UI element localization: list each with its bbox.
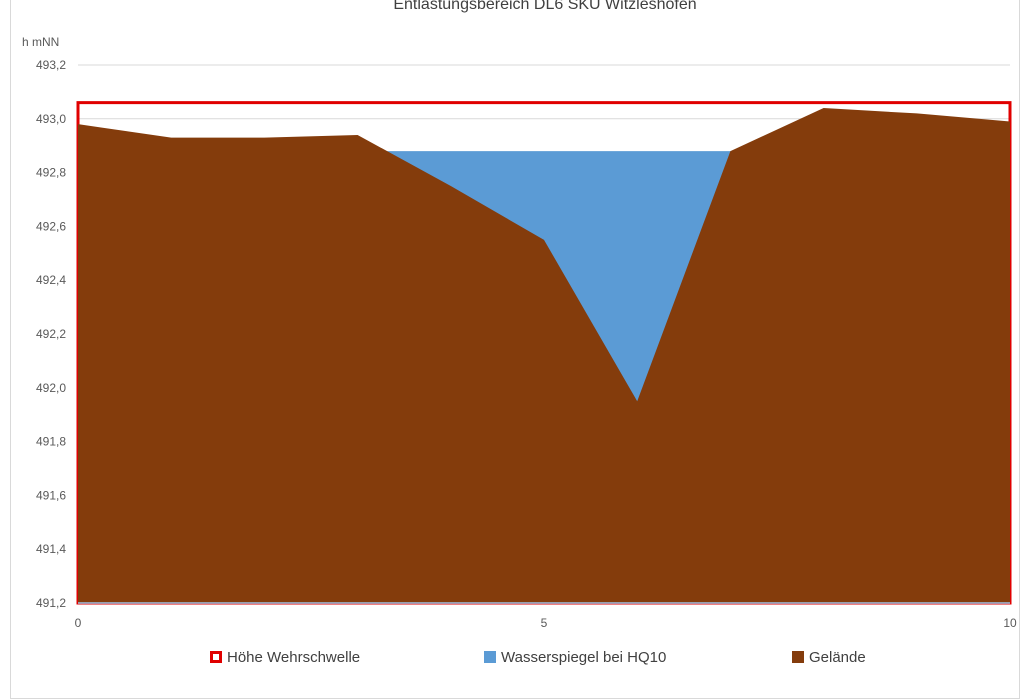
legend-swatch (210, 651, 222, 663)
legend-label: Wasserspiegel bei HQ10 (501, 649, 666, 666)
x-tick-label: 5 (541, 616, 548, 630)
legend-swatch (484, 651, 496, 663)
y-axis-ticks: 491,2 491,4 491,6 491,8 492,0 492,2 492,4 492,6… (36, 58, 66, 610)
y-tick-label: 493,0 (36, 112, 66, 126)
legend-item: Höhe Wehrschwelle (210, 649, 360, 666)
y-tick-label: 492,4 (36, 273, 66, 287)
y-tick-label: 491,6 (36, 488, 66, 502)
x-tick-label: 0 (75, 616, 82, 630)
legend: Höhe Wehrschwelle Wasserspiegel bei HQ10 G… (210, 649, 866, 666)
y-tick-label: 492,2 (36, 327, 66, 341)
y-tick-label: 492,6 (36, 219, 66, 233)
legend-label: Höhe Wehrschwelle (227, 649, 360, 666)
y-tick-label: 492,8 (36, 166, 66, 180)
y-axis-label: h mNN (22, 35, 59, 49)
chart-title: Entlastungsbereich DL6 SKU Witzleshofen (393, 0, 696, 13)
y-tick-label: 491,4 (36, 542, 66, 556)
series-gelaende (78, 108, 1010, 603)
legend-item: Gelände (792, 649, 866, 666)
y-tick-label: 493,2 (36, 58, 66, 72)
x-axis-ticks: 0 5 10 (75, 616, 1017, 630)
y-tick-label: 491,2 (36, 596, 66, 610)
legend-label: Gelände (809, 649, 866, 666)
legend-item: Wasserspiegel bei HQ10 (484, 649, 666, 666)
series-layer (76, 101, 1012, 605)
legend-swatch (792, 651, 804, 663)
y-tick-label: 492,0 (36, 381, 66, 395)
y-tick-label: 491,8 (36, 435, 66, 449)
x-tick-label: 10 (1003, 616, 1017, 630)
